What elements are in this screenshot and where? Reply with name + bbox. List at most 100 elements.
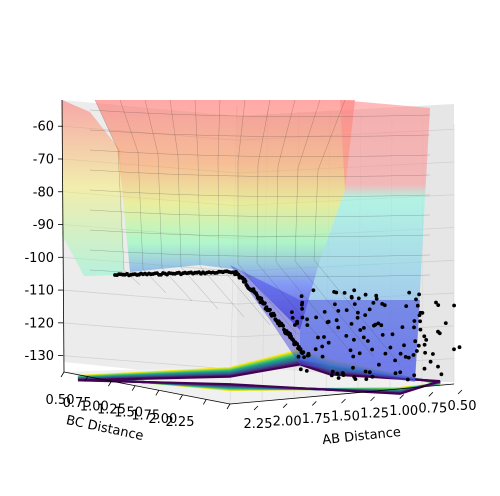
- y-tick-mark: [131, 385, 136, 391]
- x-tick-label: 1.25: [360, 407, 389, 422]
- scatter-point: [428, 359, 433, 364]
- x-tick-mark: [370, 396, 375, 402]
- scatter-point: [403, 355, 408, 359]
- z-tick-label: -90: [33, 218, 54, 233]
- scatter-point: [300, 300, 305, 305]
- y-tick-label: 1.50: [114, 406, 143, 421]
- scatter-point: [334, 290, 339, 295]
- scatter-point: [344, 308, 349, 312]
- scatter-point: [370, 347, 374, 352]
- scatter-point: [295, 319, 299, 324]
- x-tick-mark: [428, 392, 434, 397]
- mesh-line: [89, 189, 431, 197]
- x-tick-label: 1.75: [302, 412, 331, 427]
- scatter-point: [262, 301, 267, 305]
- scatter-point: [306, 351, 311, 356]
- scatter-point: [341, 371, 345, 375]
- z-tick-label: -70: [33, 152, 54, 167]
- scatter-point: [281, 324, 285, 328]
- scatter-point: [353, 377, 358, 381]
- mesh-line: [89, 129, 431, 137]
- y-axis-line: [63, 371, 231, 405]
- energy-surface: [62, 99, 431, 382]
- scatter-point: [358, 328, 363, 332]
- y-tick-label: 0.50: [46, 393, 75, 408]
- mesh-line: [169, 99, 219, 310]
- scatter-point: [330, 369, 335, 374]
- scatter-point: [416, 343, 421, 348]
- scatter-point: [402, 343, 406, 348]
- scatter-point: [336, 309, 341, 313]
- x-tick-label: 2.00: [273, 414, 302, 429]
- x-axis-label: AB Distance: [322, 425, 402, 448]
- surface-left-sheet: [62, 100, 124, 276]
- scatter-point: [342, 291, 347, 295]
- scatter-point: [415, 349, 419, 353]
- mesh-line: [294, 99, 375, 358]
- mesh-line: [89, 149, 431, 157]
- scatter-point: [335, 371, 340, 376]
- contour-line: [77, 363, 441, 395]
- scatter-point: [377, 362, 381, 367]
- scatter-point: [300, 315, 305, 320]
- scatter-point: [418, 310, 423, 315]
- mesh-line: [275, 99, 349, 350]
- scatter-point: [400, 325, 405, 329]
- z-tick-label: -100: [24, 251, 54, 266]
- scatter-point: [390, 332, 395, 337]
- x-tick-label: 2.25: [244, 417, 273, 432]
- mesh-line: [89, 249, 431, 257]
- surface-mesh: [89, 99, 431, 366]
- scatter-point: [305, 323, 310, 327]
- mesh-line: [89, 229, 431, 237]
- mesh-line: [144, 99, 193, 302]
- x-tick-label: 0.50: [448, 399, 477, 414]
- scatter-point: [320, 354, 325, 359]
- scatter-point: [351, 365, 355, 370]
- y-tick-mark: [60, 371, 65, 378]
- scatter-point: [363, 369, 368, 374]
- scatter-point: [296, 354, 301, 359]
- scatter-point: [290, 316, 295, 320]
- y-axis-ticks: 0.500.751.001.251.501.752.002.25: [46, 371, 231, 430]
- x-tick-mark: [457, 389, 463, 395]
- scatter-point: [333, 302, 337, 307]
- scatter-point: [272, 313, 277, 318]
- scatter-point: [290, 310, 294, 314]
- scatter-point: [370, 374, 375, 379]
- x-tick-mark: [312, 401, 317, 406]
- x-tick-mark: [399, 394, 404, 399]
- scatter-point: [348, 348, 353, 353]
- scatter-point: [436, 364, 440, 369]
- scatter-point: [356, 310, 360, 315]
- scatter-point: [322, 335, 326, 339]
- scatter-point: [351, 354, 356, 359]
- scatter-point: [357, 351, 362, 356]
- scatter-point: [411, 353, 416, 357]
- scatter-point: [293, 323, 297, 327]
- z-axis-line: [61, 99, 65, 373]
- surface-back-sheet: [95, 100, 355, 330]
- mesh-line: [89, 269, 431, 277]
- scatter-point: [422, 342, 427, 347]
- scatter-point: [313, 347, 318, 352]
- scatter-point: [300, 307, 304, 311]
- scatter-point: [379, 323, 384, 328]
- y-tick-label: 1.75: [131, 409, 160, 424]
- y-tick-label: 2.00: [148, 412, 177, 427]
- scatter-point: [301, 350, 306, 355]
- scatter-point: [361, 335, 366, 340]
- scatter-point: [388, 345, 393, 350]
- scatter-point: [367, 370, 372, 375]
- scatter-point: [322, 310, 327, 314]
- scatter-point: [406, 355, 411, 360]
- scatter-point: [412, 325, 416, 330]
- scatter-point: [380, 333, 385, 337]
- scatter-point: [374, 297, 379, 301]
- axes-lines: [61, 99, 455, 405]
- scatter-point: [259, 296, 264, 301]
- mesh-line: [194, 99, 245, 318]
- x-tick-label: 0.75: [418, 402, 447, 417]
- x-tick-mark: [253, 405, 259, 411]
